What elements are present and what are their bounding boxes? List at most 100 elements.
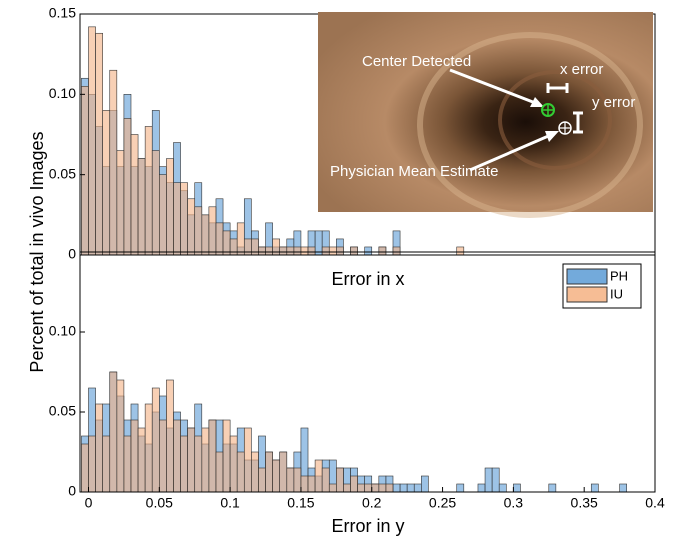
x-tick-label: 0.1	[220, 495, 240, 511]
bar	[272, 238, 280, 256]
legend-swatch	[566, 286, 608, 303]
bar	[300, 246, 309, 256]
bar	[236, 451, 245, 493]
bar	[95, 32, 103, 256]
bar	[350, 246, 358, 256]
bar	[378, 483, 387, 493]
bar	[236, 222, 245, 256]
bar	[265, 246, 273, 256]
bar	[321, 467, 330, 493]
bar	[364, 483, 373, 493]
bar	[208, 206, 217, 256]
bar	[619, 483, 627, 493]
bar	[229, 435, 238, 493]
bar	[88, 26, 96, 256]
bar	[548, 483, 557, 493]
bar	[314, 459, 323, 493]
bar	[116, 379, 125, 493]
bar	[123, 118, 132, 256]
bar	[229, 238, 238, 256]
bar	[279, 451, 288, 493]
bar	[173, 419, 181, 493]
annotation: Center Detected	[362, 53, 471, 70]
bar	[151, 150, 160, 256]
y-tick-label: 0.15	[49, 5, 76, 21]
bar	[123, 435, 132, 493]
x-tick-label: 0.35	[571, 495, 598, 511]
x-axis-label: Error in x	[331, 269, 404, 289]
bar	[88, 435, 96, 493]
bar	[166, 158, 174, 256]
bar	[130, 134, 139, 256]
bar	[336, 246, 344, 256]
bar	[251, 451, 259, 493]
bar	[201, 427, 210, 493]
bar	[251, 238, 259, 256]
bar	[180, 435, 188, 493]
bar	[173, 182, 181, 256]
bar	[371, 483, 380, 493]
bar	[456, 246, 465, 256]
bar	[357, 483, 365, 493]
plot-frame	[79, 251, 656, 493]
bar	[215, 222, 224, 256]
bar	[180, 182, 188, 256]
bar	[406, 483, 415, 493]
bar	[166, 379, 174, 493]
bar	[321, 246, 330, 256]
bar	[159, 419, 167, 493]
annotation: Physician Mean Estimate	[330, 163, 498, 180]
bar	[364, 246, 373, 256]
bar	[392, 483, 401, 493]
bar	[81, 443, 89, 493]
panel	[81, 26, 465, 256]
x-tick-label: 0.05	[146, 495, 173, 511]
bar	[300, 475, 309, 493]
bar	[159, 174, 167, 256]
annotation: x error	[560, 61, 603, 78]
bar	[491, 467, 500, 493]
bar	[336, 467, 344, 493]
bar	[187, 198, 196, 256]
inset-image: Center Detected x error y error Physician M…	[318, 12, 653, 218]
y-tick-label: 0.05	[49, 403, 76, 419]
bar	[222, 419, 231, 493]
bar	[109, 371, 118, 493]
bar	[477, 483, 486, 493]
bar	[102, 110, 111, 256]
bar	[265, 451, 273, 493]
bar	[413, 483, 422, 493]
x-tick-label: 0.3	[504, 495, 524, 511]
y-tick-label: 0.05	[49, 165, 76, 181]
x-tick-label: 0.15	[287, 495, 314, 511]
x-tick-label: 0.2	[362, 495, 382, 511]
bar	[194, 206, 203, 256]
bar	[399, 483, 408, 493]
bar	[350, 475, 358, 493]
bar	[194, 435, 203, 493]
annotation: y error	[592, 94, 635, 111]
bar	[208, 419, 217, 493]
bar	[258, 467, 266, 493]
bar	[392, 246, 401, 256]
bar	[328, 483, 337, 493]
bar	[513, 483, 521, 493]
bar	[222, 230, 231, 256]
bar	[307, 246, 316, 256]
bar	[130, 419, 139, 493]
y-tick-label: 0	[68, 483, 76, 499]
y-tick-label: 0.10	[49, 323, 76, 339]
y-axis-label: Percent of total in vivo Images	[27, 131, 47, 372]
panel	[81, 371, 627, 493]
bar	[243, 238, 252, 256]
bar	[293, 246, 302, 256]
bar	[421, 475, 429, 493]
bar	[95, 403, 103, 493]
bar	[187, 427, 196, 493]
bar	[307, 475, 316, 493]
bar	[272, 459, 280, 493]
bar	[286, 246, 295, 256]
bar	[484, 467, 493, 493]
legend-label: PH	[610, 268, 628, 283]
